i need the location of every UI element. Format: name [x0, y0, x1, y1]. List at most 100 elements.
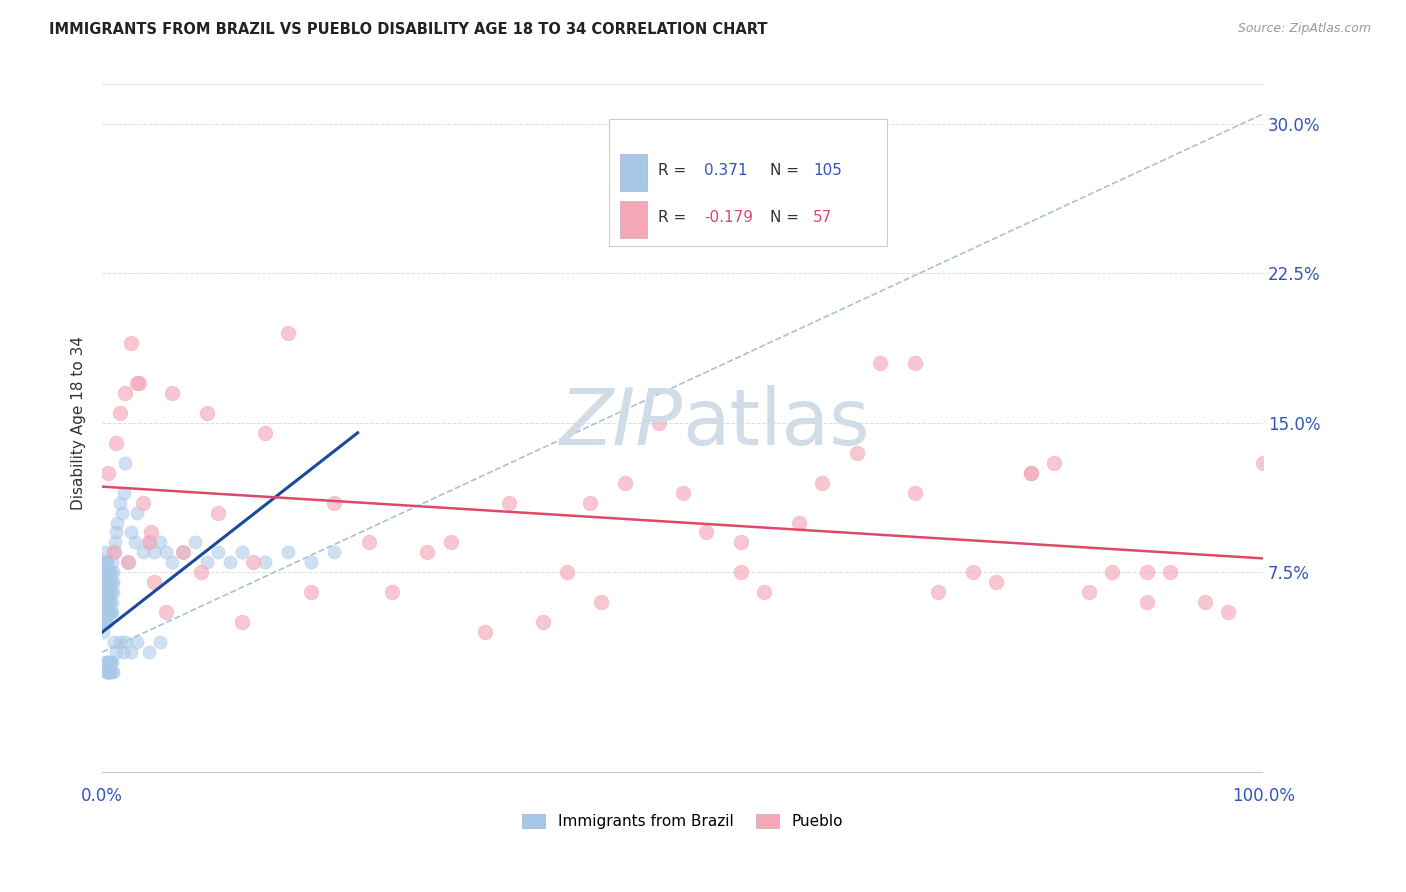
Point — [648, 416, 671, 430]
Point — [91, 595, 114, 609]
Point — [108, 406, 131, 420]
Point — [323, 545, 346, 559]
Point — [219, 555, 242, 569]
Point — [98, 605, 121, 619]
Point — [591, 595, 613, 609]
Point — [277, 545, 299, 559]
Point — [299, 585, 322, 599]
Text: Source: ZipAtlas.com: Source: ZipAtlas.com — [1237, 22, 1371, 36]
Point — [98, 575, 121, 590]
Point — [104, 535, 127, 549]
Point — [94, 575, 117, 590]
Point — [96, 605, 118, 619]
Point — [730, 566, 752, 580]
Point — [138, 535, 160, 549]
Point — [97, 585, 120, 599]
Point — [101, 605, 124, 619]
Point — [120, 336, 142, 351]
Point — [962, 566, 984, 580]
Point — [474, 625, 496, 640]
Point — [172, 545, 194, 559]
Point — [101, 585, 124, 599]
Point — [1078, 585, 1101, 599]
Point — [613, 475, 636, 490]
Point — [190, 566, 212, 580]
Point — [811, 475, 834, 490]
Point — [93, 575, 115, 590]
Text: -0.179: -0.179 — [704, 211, 754, 226]
Point — [124, 535, 146, 549]
Point — [986, 575, 1008, 590]
Point — [108, 495, 131, 509]
Point — [904, 485, 927, 500]
Point — [207, 545, 229, 559]
Point — [1136, 595, 1159, 609]
Point — [93, 595, 115, 609]
Point — [108, 635, 131, 649]
Point — [120, 645, 142, 659]
Point — [869, 356, 891, 370]
Point — [112, 485, 135, 500]
Point — [439, 535, 461, 549]
Point — [93, 585, 115, 599]
Text: ZIP: ZIP — [560, 384, 683, 461]
Point — [1019, 466, 1042, 480]
Point — [100, 575, 122, 590]
Point — [98, 566, 121, 580]
Text: R =: R = — [658, 163, 686, 178]
Point — [97, 605, 120, 619]
Point — [155, 545, 177, 559]
Point — [91, 625, 114, 640]
Point — [416, 545, 439, 559]
Point — [125, 376, 148, 390]
Point — [105, 525, 128, 540]
Point — [132, 495, 155, 509]
Point — [105, 435, 128, 450]
Point — [97, 665, 120, 679]
Point — [103, 635, 125, 649]
Point — [132, 545, 155, 559]
Point — [114, 386, 136, 401]
Point — [97, 595, 120, 609]
Point — [381, 585, 404, 599]
Point — [96, 615, 118, 630]
Point — [94, 555, 117, 569]
Point — [128, 376, 150, 390]
Point — [96, 665, 118, 679]
Point — [172, 545, 194, 559]
Point — [91, 605, 114, 619]
Text: IMMIGRANTS FROM BRAZIL VS PUEBLO DISABILITY AGE 18 TO 34 CORRELATION CHART: IMMIGRANTS FROM BRAZIL VS PUEBLO DISABIL… — [49, 22, 768, 37]
Legend: Immigrants from Brazil, Pueblo: Immigrants from Brazil, Pueblo — [516, 808, 849, 835]
Point — [114, 635, 136, 649]
Point — [105, 645, 128, 659]
Text: 57: 57 — [813, 211, 832, 226]
Point — [98, 595, 121, 609]
Text: R =: R = — [658, 211, 686, 226]
Point — [100, 605, 122, 619]
Point — [184, 535, 207, 549]
Point — [927, 585, 949, 599]
Point — [97, 566, 120, 580]
Point — [672, 485, 695, 500]
Point — [231, 545, 253, 559]
Point — [1101, 566, 1123, 580]
Point — [94, 665, 117, 679]
Point — [117, 555, 139, 569]
Point — [143, 545, 166, 559]
Point — [101, 655, 124, 669]
Point — [94, 595, 117, 609]
Point — [100, 655, 122, 669]
Point — [695, 525, 717, 540]
Point — [149, 635, 172, 649]
Point — [579, 495, 602, 509]
Point — [845, 446, 868, 460]
Point — [101, 595, 124, 609]
Point — [125, 635, 148, 649]
Point — [98, 585, 121, 599]
Point — [359, 535, 381, 549]
Point — [155, 605, 177, 619]
Point — [96, 655, 118, 669]
Point — [93, 595, 115, 609]
Point — [97, 605, 120, 619]
Point — [112, 645, 135, 659]
